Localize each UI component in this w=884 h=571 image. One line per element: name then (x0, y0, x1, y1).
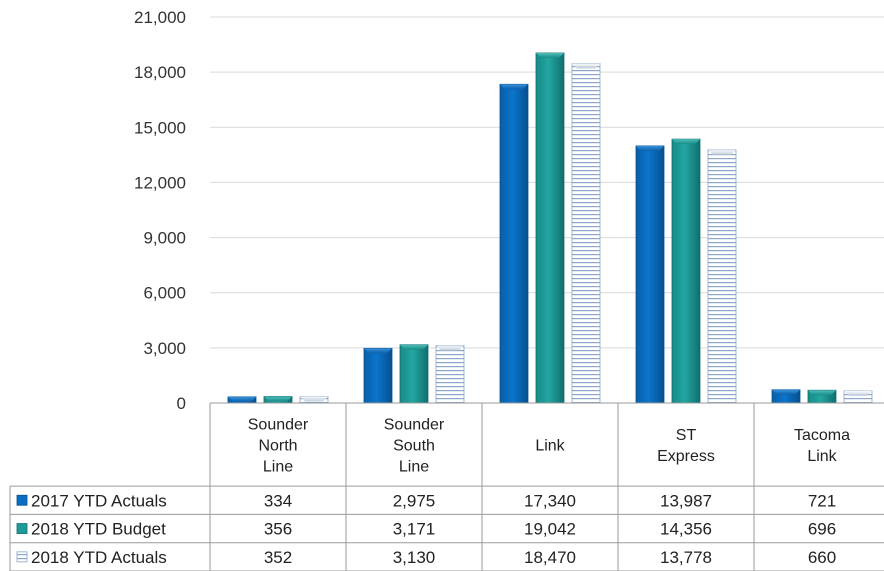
category-label: Tacoma (794, 427, 850, 444)
data-table-value: 17,340 (524, 491, 576, 510)
bar-cap (844, 390, 872, 396)
bar-2018-ytd-budget (399, 344, 429, 404)
bar-cap (364, 348, 392, 354)
category-label: Line (399, 459, 429, 476)
legend-label: 2018 YTD Budget (31, 520, 166, 539)
data-table-value: 696 (808, 520, 836, 539)
category-label: Sounder (248, 417, 309, 434)
bar-cap (300, 396, 328, 402)
bar-cap (636, 145, 664, 151)
y-tick-label: 3,000 (143, 339, 186, 358)
bar-cap (572, 63, 600, 69)
data-table-value: 334 (264, 491, 292, 510)
bar-cap (400, 344, 428, 350)
bar-2018-ytd-budget (671, 138, 701, 404)
category-label: ST (676, 427, 697, 444)
bar-2017-ytd-actuals (635, 145, 665, 404)
bar-cap (708, 149, 736, 155)
category-label: Link (807, 448, 837, 465)
y-tick-label: 18,000 (134, 63, 186, 82)
data-table-value: 660 (808, 548, 836, 567)
category-label: Express (657, 448, 715, 465)
data-table-value: 721 (808, 491, 836, 510)
bar-2018-ytd-actuals (707, 149, 737, 404)
data-table-value: 13,987 (660, 491, 712, 510)
y-tick-label: 9,000 (143, 229, 186, 248)
legend-key-icon (16, 494, 28, 506)
category-label: Sounder (384, 417, 445, 434)
data-table-value: 19,042 (524, 520, 576, 539)
y-tick-label: 21,000 (134, 8, 186, 27)
data-table-value: 18,470 (524, 548, 576, 567)
bar-cap (264, 396, 292, 402)
legend-label: 2017 YTD Actuals (31, 491, 167, 510)
bar-cap (672, 139, 700, 145)
bar-2017-ytd-actuals (363, 347, 393, 404)
category-label: Line (263, 459, 293, 476)
bar-2018-ytd-actuals (571, 63, 601, 404)
y-tick-label: 15,000 (134, 118, 186, 137)
bar-2018-ytd-budget (535, 52, 565, 404)
bar-cap (536, 52, 564, 58)
y-tick-label: 12,000 (134, 173, 186, 192)
category-label: South (393, 438, 435, 455)
data-table-value: 2,975 (393, 491, 436, 510)
category-label: Link (535, 438, 565, 455)
legend-label: 2018 YTD Actuals (31, 548, 167, 567)
data-table-value: 352 (264, 548, 292, 567)
y-tick-label: 0 (177, 394, 186, 413)
legend-key-icon (16, 523, 28, 534)
bar-cap (500, 84, 528, 90)
data-table-value: 3,130 (393, 548, 436, 567)
data-table-value: 356 (264, 520, 292, 539)
bar-cap (808, 390, 836, 396)
bar-2017-ytd-actuals (499, 83, 529, 404)
data-table-value: 13,778 (660, 548, 712, 567)
data-table-value: 14,356 (660, 520, 712, 539)
bar-cap (436, 345, 464, 351)
bar-2018-ytd-actuals (435, 345, 465, 404)
bar-cap (228, 396, 256, 402)
legend-key-icon (16, 551, 28, 563)
bar-cap (772, 389, 800, 395)
category-label: North (258, 438, 297, 455)
data-table-value: 3,171 (393, 520, 436, 539)
y-tick-label: 6,000 (143, 284, 186, 303)
